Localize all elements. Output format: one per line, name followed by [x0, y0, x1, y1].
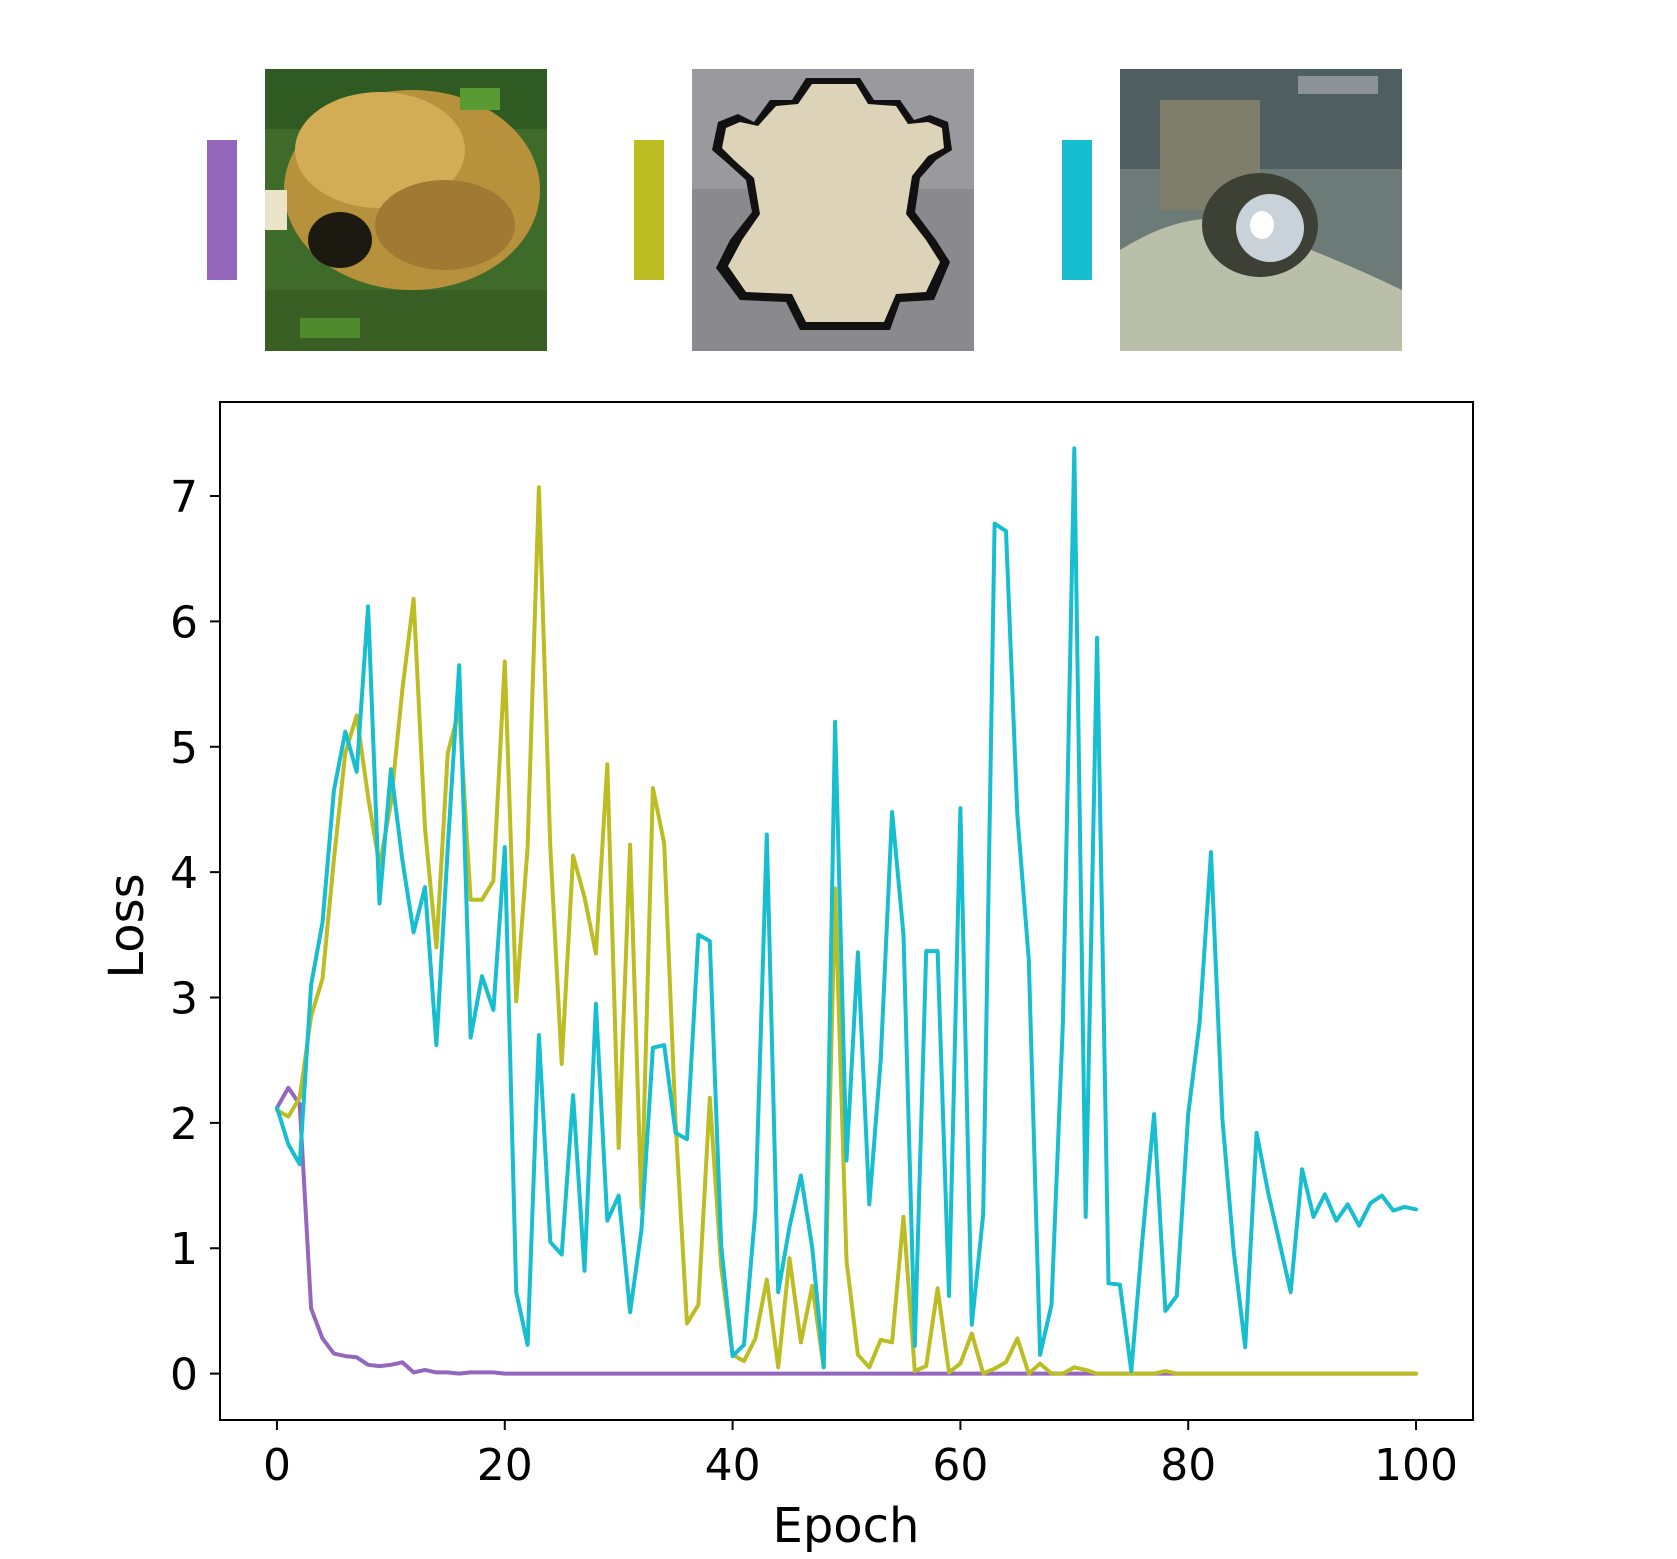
series-line-1 — [275, 1085, 1418, 1376]
frog-on-grass-thumbnail — [265, 69, 547, 351]
legend-swatch — [634, 140, 664, 280]
y-axis-label: Loss — [99, 873, 155, 978]
y-tick-label: 0 — [170, 1350, 198, 1401]
thumbnail-row — [207, 69, 1402, 351]
frog-silhouette-thumbnail — [692, 69, 974, 351]
x-tick-label: 20 — [477, 1440, 533, 1491]
y-tick-label: 1 — [170, 1224, 198, 1275]
legend-swatch — [1062, 140, 1092, 280]
x-tick-label: 60 — [932, 1440, 988, 1491]
x-axis-label: Epoch — [773, 1498, 920, 1554]
plot-area-frame — [219, 401, 1474, 1421]
y-axis: 0 1 2 3 4 5 6 7 — [170, 472, 220, 1401]
y-tick-label: 6 — [170, 597, 198, 648]
y-tick-label: 3 — [170, 974, 198, 1025]
thumbnail-group-1 — [207, 69, 547, 351]
thumbnail-group-2 — [634, 69, 974, 351]
frog-in-container-thumbnail — [1120, 69, 1402, 351]
series-line-2 — [275, 485, 1418, 1376]
y-tick-label: 4 — [170, 848, 198, 899]
thumbnail-group-3 — [1062, 69, 1402, 351]
x-tick-label: 100 — [1374, 1440, 1458, 1491]
y-tick-label: 2 — [170, 1099, 198, 1150]
x-tick-label: 40 — [705, 1440, 761, 1491]
y-tick-label: 5 — [170, 723, 198, 774]
series-line-3 — [275, 446, 1418, 1374]
x-axis: 0 20 40 60 80 100 — [263, 1420, 1458, 1491]
y-tick-label: 7 — [170, 472, 198, 523]
x-tick-label: 0 — [263, 1440, 291, 1491]
x-tick-label: 80 — [1160, 1440, 1216, 1491]
series-layer — [275, 446, 1418, 1376]
legend-swatch — [207, 140, 237, 280]
